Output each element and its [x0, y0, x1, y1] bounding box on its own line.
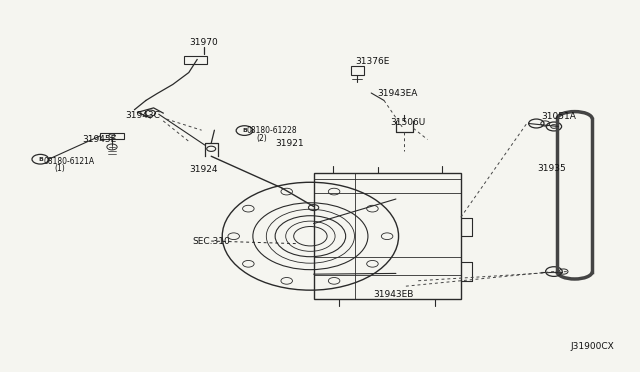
Text: 31970: 31970 — [189, 38, 218, 47]
Text: (1): (1) — [54, 164, 65, 173]
Text: 31945E: 31945E — [82, 135, 116, 144]
Text: 08180-6121A: 08180-6121A — [44, 157, 95, 166]
Text: 31376E: 31376E — [355, 57, 390, 66]
Text: (2): (2) — [256, 134, 267, 142]
Text: 31943EA: 31943EA — [378, 89, 418, 97]
Text: 31051A: 31051A — [541, 112, 575, 121]
Text: 08180-61228: 08180-61228 — [246, 126, 297, 135]
Text: 31935: 31935 — [538, 164, 566, 173]
Bar — [184, 56, 207, 64]
Text: B: B — [242, 128, 247, 133]
Bar — [100, 133, 124, 139]
Text: 31943C: 31943C — [125, 111, 159, 120]
Text: 31506U: 31506U — [390, 118, 426, 126]
Bar — [351, 66, 364, 75]
Text: B: B — [38, 157, 43, 162]
Text: J31900CX: J31900CX — [571, 342, 614, 351]
Text: SEC.310: SEC.310 — [192, 237, 230, 246]
Text: 31924: 31924 — [189, 165, 218, 174]
Text: 31943EB: 31943EB — [373, 290, 413, 299]
Text: 31921: 31921 — [275, 140, 304, 148]
